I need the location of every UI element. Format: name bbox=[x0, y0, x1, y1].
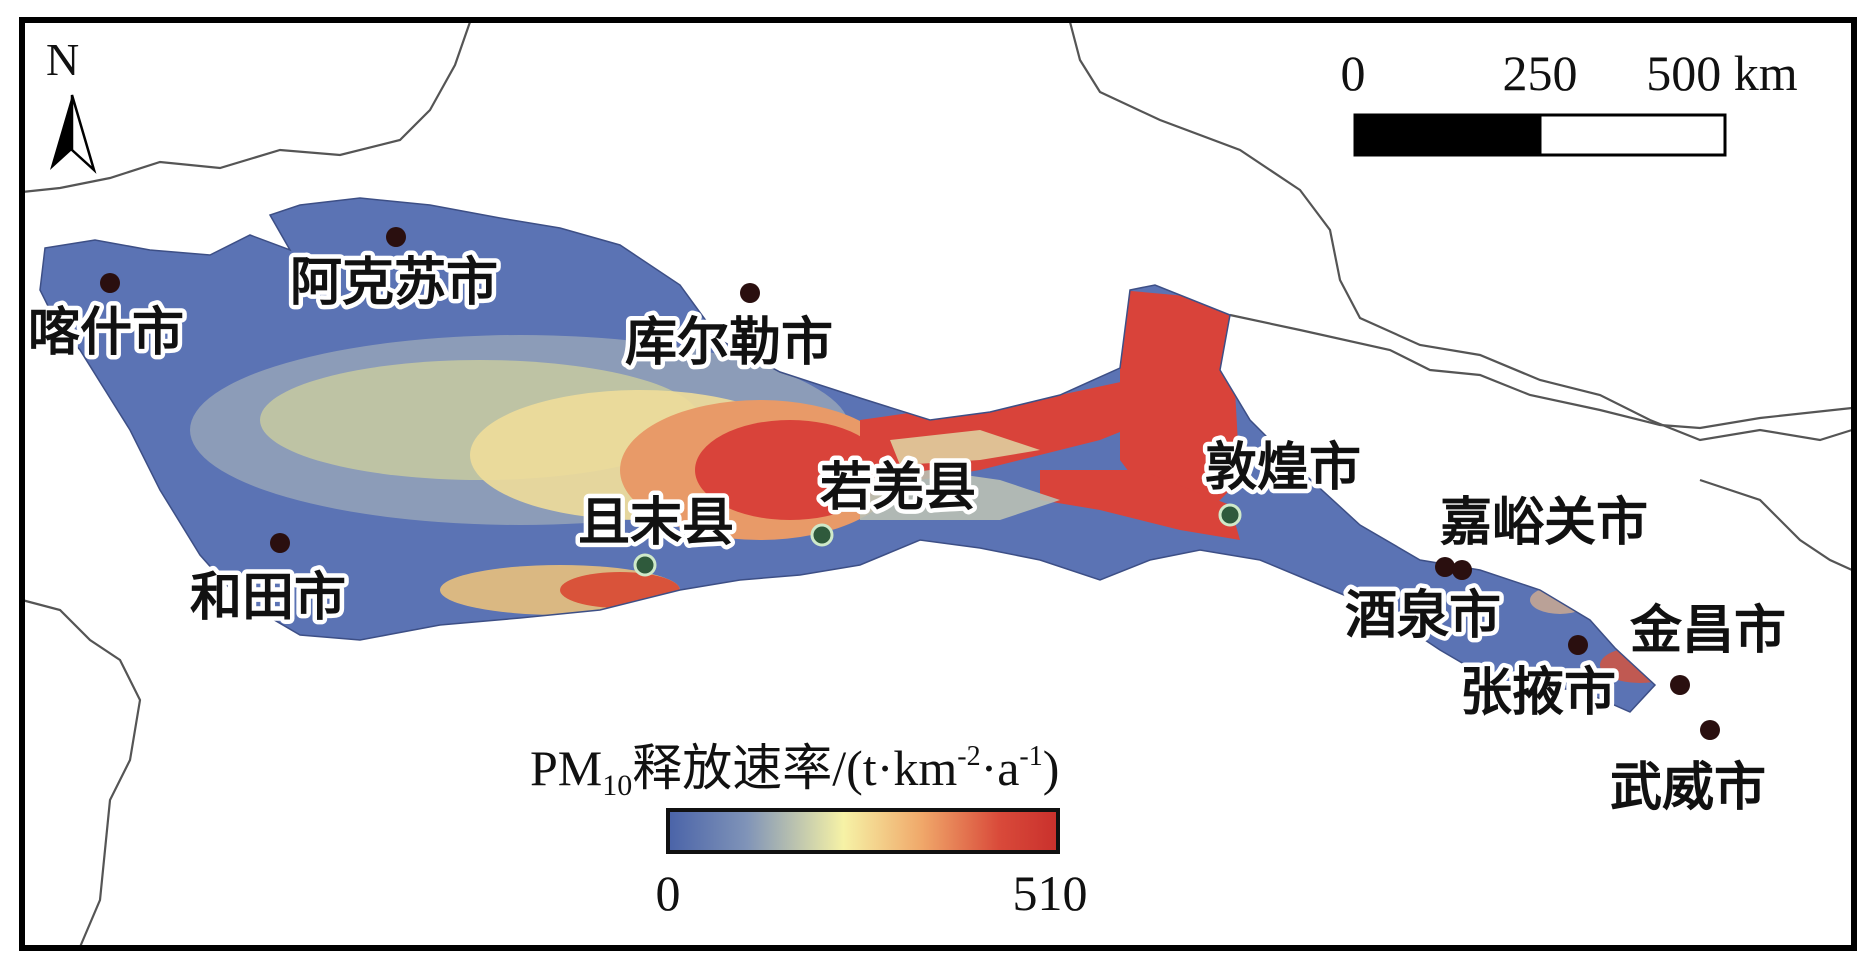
admin-borders bbox=[21, 21, 1853, 948]
map-frame bbox=[19, 17, 1857, 951]
city-dot-jiayuguan bbox=[1435, 557, 1455, 577]
city-dot-zhangye bbox=[1568, 635, 1588, 655]
legend-max: 510 bbox=[1013, 865, 1088, 921]
scale-tick-500: 500 km bbox=[1646, 45, 1798, 101]
city-dot-ruoqiang bbox=[810, 523, 834, 547]
north-arrow: N bbox=[46, 34, 97, 174]
city-dot-jiuquan bbox=[1452, 560, 1472, 580]
city-dot-jinchang bbox=[1670, 675, 1690, 695]
city-dot-dunhuang bbox=[1218, 503, 1242, 527]
city-label-qiemo: 且末县 bbox=[578, 493, 734, 553]
city-label-zhangye: 张掖市 bbox=[1460, 663, 1616, 723]
city-dots bbox=[100, 227, 1720, 740]
city-labels: 喀什市 阿克苏市 库尔勒市 和田市 且末县 若羌县 敦煌市 嘉峪关市 酒泉市 张… bbox=[24, 249, 1791, 823]
legend-min: 0 bbox=[656, 865, 681, 921]
legend: PM10释放速率/(t·km-2·a-1) 0 510 bbox=[530, 740, 1088, 921]
city-dot-qiemo bbox=[633, 553, 657, 577]
scale-tick-250: 250 bbox=[1503, 45, 1578, 101]
city-label-hotan: 和田市 bbox=[190, 568, 346, 628]
city-label-dunhuang: 敦煌市 bbox=[1205, 438, 1361, 498]
city-dot-hotan bbox=[270, 533, 290, 553]
north-arrow-icon bbox=[50, 95, 72, 170]
city-label-kashgar: 喀什市 bbox=[28, 303, 184, 363]
city-dot-aksu bbox=[386, 227, 406, 247]
scale-bar: 0 250 500 km bbox=[1341, 45, 1798, 157]
legend-title: PM10释放速率/(t·km-2·a-1) bbox=[530, 740, 1059, 802]
city-dot-korla bbox=[740, 283, 760, 303]
north-label: N bbox=[46, 34, 79, 85]
city-dot-kashgar bbox=[100, 273, 120, 293]
city-label-ruoqiang: 若羌县 bbox=[820, 458, 976, 518]
city-label-wuwei: 武威市 bbox=[1610, 758, 1766, 818]
city-label-jinchang: 金昌市 bbox=[1629, 601, 1786, 661]
legend-colorbar bbox=[666, 808, 1060, 854]
city-label-aksu: 阿克苏市 bbox=[290, 253, 498, 313]
scale-tick-0: 0 bbox=[1341, 45, 1366, 101]
city-dot-wuwei bbox=[1700, 720, 1720, 740]
city-label-korla: 库尔勒市 bbox=[625, 313, 833, 373]
city-label-jiayuguan: 嘉峪关市 bbox=[1440, 493, 1648, 553]
city-label-jiuquan: 酒泉市 bbox=[1345, 586, 1501, 646]
